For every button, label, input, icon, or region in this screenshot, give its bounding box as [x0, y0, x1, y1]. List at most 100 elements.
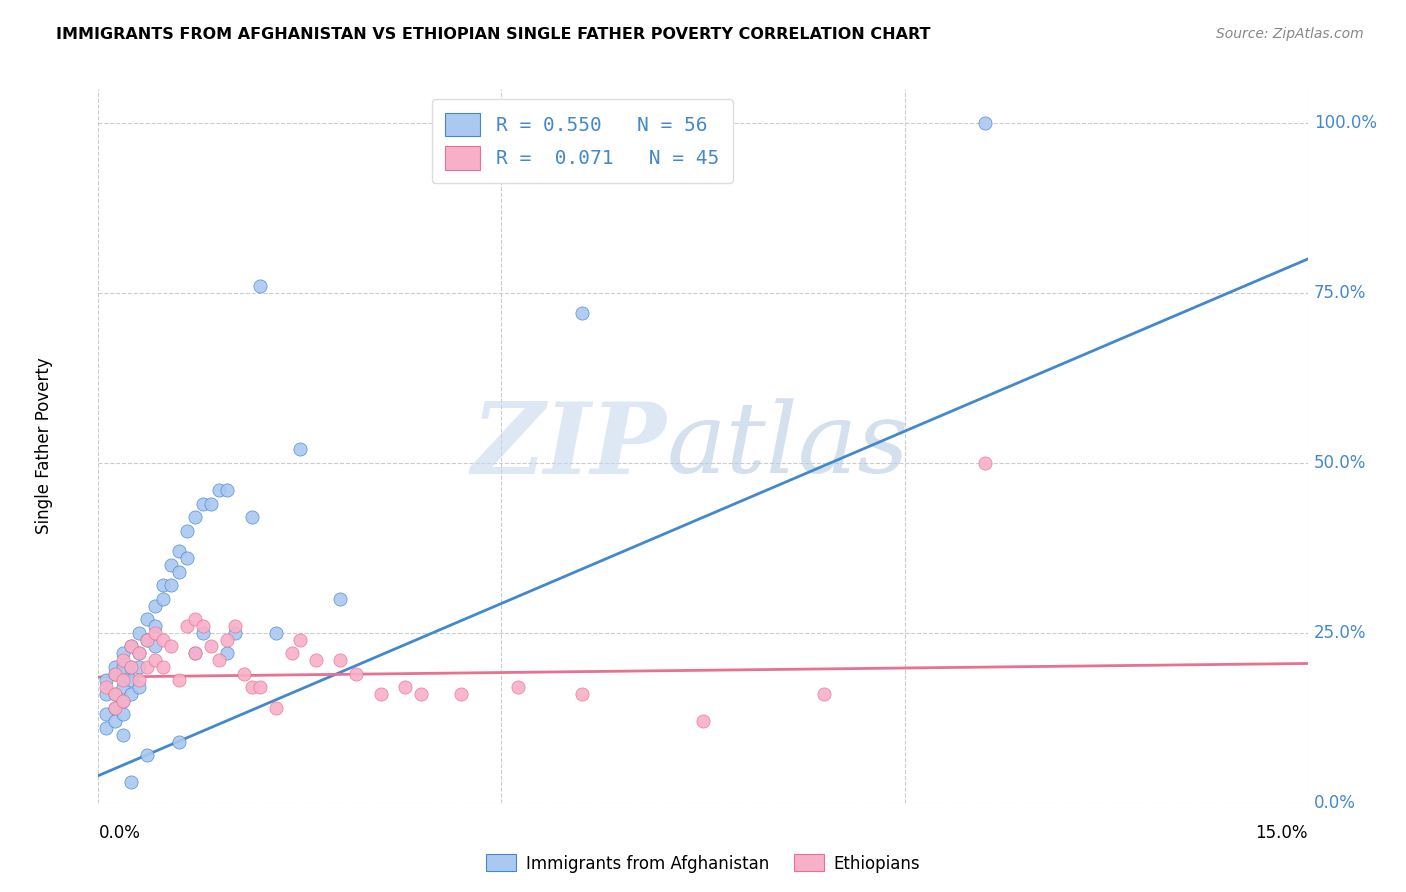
Point — [135, 612, 157, 626]
Point — [111, 646, 134, 660]
Text: 0.0%: 0.0% — [1313, 794, 1355, 812]
Text: Source: ZipAtlas.com: Source: ZipAtlas.com — [1216, 27, 1364, 41]
Point — [184, 646, 207, 660]
Text: 50.0%: 50.0% — [1313, 454, 1367, 472]
Point — [160, 558, 183, 572]
Point — [193, 497, 215, 511]
Point — [103, 700, 125, 714]
Point — [135, 632, 157, 647]
Point — [305, 653, 328, 667]
Point — [329, 653, 352, 667]
Text: 15.0%: 15.0% — [1256, 824, 1308, 842]
Point — [96, 721, 118, 735]
Point — [974, 116, 997, 130]
Point — [120, 775, 142, 789]
Point — [571, 687, 593, 701]
Point — [96, 707, 118, 722]
Point — [103, 714, 125, 729]
Text: atlas: atlas — [666, 399, 910, 493]
Point — [249, 680, 271, 694]
Point — [143, 653, 166, 667]
Point — [103, 687, 125, 701]
Point — [208, 653, 231, 667]
Point — [96, 687, 118, 701]
Point — [167, 565, 190, 579]
Point — [217, 483, 239, 498]
Point — [176, 524, 198, 538]
Point — [143, 619, 166, 633]
Point — [111, 653, 134, 667]
Point — [160, 578, 183, 592]
Point — [111, 660, 134, 674]
Legend: R = 0.550   N = 56, R =  0.071   N = 45: R = 0.550 N = 56, R = 0.071 N = 45 — [432, 99, 733, 184]
Text: ZIP: ZIP — [472, 398, 666, 494]
Point — [506, 680, 529, 694]
Point — [103, 660, 125, 674]
Point — [111, 680, 134, 694]
Point — [96, 673, 118, 688]
Point — [184, 646, 207, 660]
Point — [288, 632, 311, 647]
Point — [288, 442, 311, 457]
Point — [128, 673, 150, 688]
Point — [128, 680, 150, 694]
Point — [143, 599, 166, 613]
Point — [167, 544, 190, 558]
Point — [232, 666, 254, 681]
Point — [571, 306, 593, 320]
Point — [224, 626, 246, 640]
Legend: Immigrants from Afghanistan, Ethiopians: Immigrants from Afghanistan, Ethiopians — [479, 847, 927, 880]
Text: IMMIGRANTS FROM AFGHANISTAN VS ETHIOPIAN SINGLE FATHER POVERTY CORRELATION CHART: IMMIGRANTS FROM AFGHANISTAN VS ETHIOPIAN… — [56, 27, 931, 42]
Point — [111, 694, 134, 708]
Point — [111, 694, 134, 708]
Point — [224, 619, 246, 633]
Point — [120, 660, 142, 674]
Point — [264, 700, 287, 714]
Point — [96, 680, 118, 694]
Point — [160, 640, 183, 654]
Point — [152, 591, 174, 606]
Text: 25.0%: 25.0% — [1313, 624, 1367, 642]
Point — [974, 456, 997, 470]
Point — [128, 646, 150, 660]
Point — [176, 551, 198, 566]
Point — [167, 734, 190, 748]
Point — [329, 591, 352, 606]
Point — [240, 680, 263, 694]
Point — [135, 632, 157, 647]
Point — [128, 626, 150, 640]
Point — [450, 687, 472, 701]
Point — [193, 626, 215, 640]
Point — [813, 687, 835, 701]
Point — [103, 687, 125, 701]
Point — [240, 510, 263, 524]
Point — [120, 640, 142, 654]
Point — [208, 483, 231, 498]
Point — [135, 660, 157, 674]
Point — [409, 687, 432, 701]
Text: 75.0%: 75.0% — [1313, 284, 1367, 302]
Point — [217, 632, 239, 647]
Point — [152, 578, 174, 592]
Point — [103, 666, 125, 681]
Point — [344, 666, 367, 681]
Point — [200, 497, 222, 511]
Point — [120, 660, 142, 674]
Point — [184, 612, 207, 626]
Point — [128, 646, 150, 660]
Point — [120, 687, 142, 701]
Point — [692, 714, 714, 729]
Point — [200, 640, 222, 654]
Point — [103, 700, 125, 714]
Point — [167, 673, 190, 688]
Point — [111, 728, 134, 742]
Point — [217, 646, 239, 660]
Point — [249, 279, 271, 293]
Point — [281, 646, 304, 660]
Point — [152, 660, 174, 674]
Point — [143, 626, 166, 640]
Point — [128, 660, 150, 674]
Text: Single Father Poverty: Single Father Poverty — [35, 358, 53, 534]
Point — [176, 619, 198, 633]
Point — [193, 619, 215, 633]
